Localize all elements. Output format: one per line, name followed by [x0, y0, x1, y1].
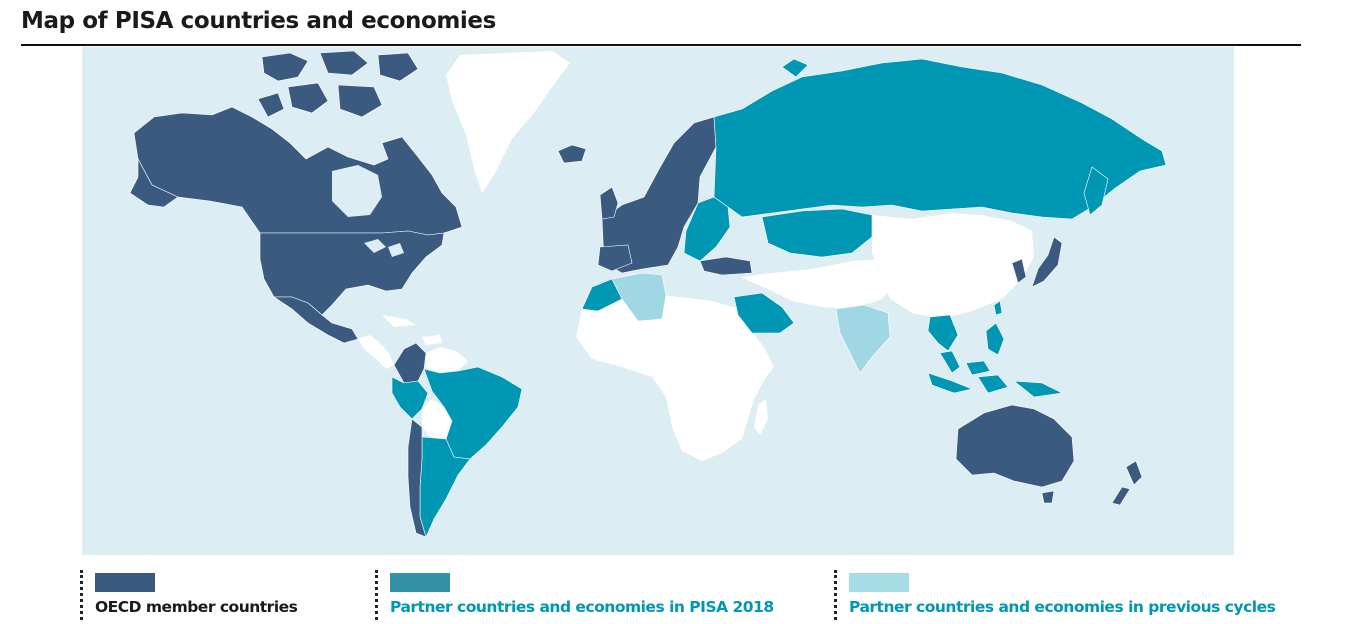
- legend-label-partners-2018: Partner countries and economies in PISA …: [390, 598, 774, 616]
- region-bolivia: [422, 399, 452, 439]
- legend-swatch-partners-2018: [390, 573, 450, 592]
- legend-swatch-partners-previous: [849, 573, 909, 592]
- region-saudi-arabia: [733, 292, 795, 334]
- region-morocco: [581, 278, 623, 312]
- region-iceland: [557, 144, 587, 164]
- region-kamchatka: [1083, 166, 1109, 216]
- region-uk-ireland: [599, 186, 619, 220]
- region-madagascar: [754, 399, 768, 435]
- region-central-america: [358, 335, 394, 369]
- region-alaska: [129, 158, 179, 208]
- region-venezuela: [426, 347, 468, 373]
- region-korea: [1011, 258, 1027, 284]
- region-kazakhstan: [761, 208, 873, 258]
- legend-label-partners-previous: Partner countries and economies in previ…: [849, 598, 1276, 616]
- region-middle-east: [740, 259, 898, 309]
- region-algeria: [611, 272, 667, 322]
- region-indonesia: [927, 372, 1063, 398]
- page-title: Map of PISA countries and economies: [21, 8, 496, 34]
- region-taiwan: [993, 300, 1003, 316]
- legend-dotted-rule: [80, 570, 83, 620]
- region-iberia: [597, 244, 633, 272]
- region-caribbean: [382, 315, 442, 345]
- great-lakes: [364, 239, 404, 257]
- region-tasmania: [1041, 490, 1055, 504]
- region-thailand: [927, 314, 959, 352]
- legend-label-oecd-members: OECD member countries: [95, 598, 298, 616]
- region-europe: [601, 116, 717, 274]
- region-greenland: [446, 51, 570, 193]
- world-map: [82, 47, 1234, 555]
- region-chile: [407, 418, 427, 538]
- region-philippines: [985, 322, 1005, 356]
- region-mexico: [273, 296, 359, 344]
- region-china: [872, 213, 1034, 319]
- region-japan: [1031, 236, 1063, 288]
- title-divider: [21, 44, 1301, 46]
- region-canada: [133, 106, 463, 236]
- region-africa: [576, 295, 774, 461]
- legend-dotted-rule: [834, 570, 837, 620]
- legend-swatch-oecd-members: [95, 573, 155, 592]
- region-australia: [955, 404, 1075, 488]
- region-turkey: [699, 256, 753, 276]
- region-canada-arctic-islands: [257, 50, 419, 118]
- legend-dotted-rule: [375, 570, 378, 620]
- region-malaysia: [939, 350, 991, 376]
- world-map-svg: [82, 47, 1234, 555]
- hudson-bay: [332, 165, 382, 217]
- region-novaya-zemlya: [781, 58, 809, 78]
- region-india: [835, 304, 891, 374]
- region-new-zealand: [1111, 460, 1143, 506]
